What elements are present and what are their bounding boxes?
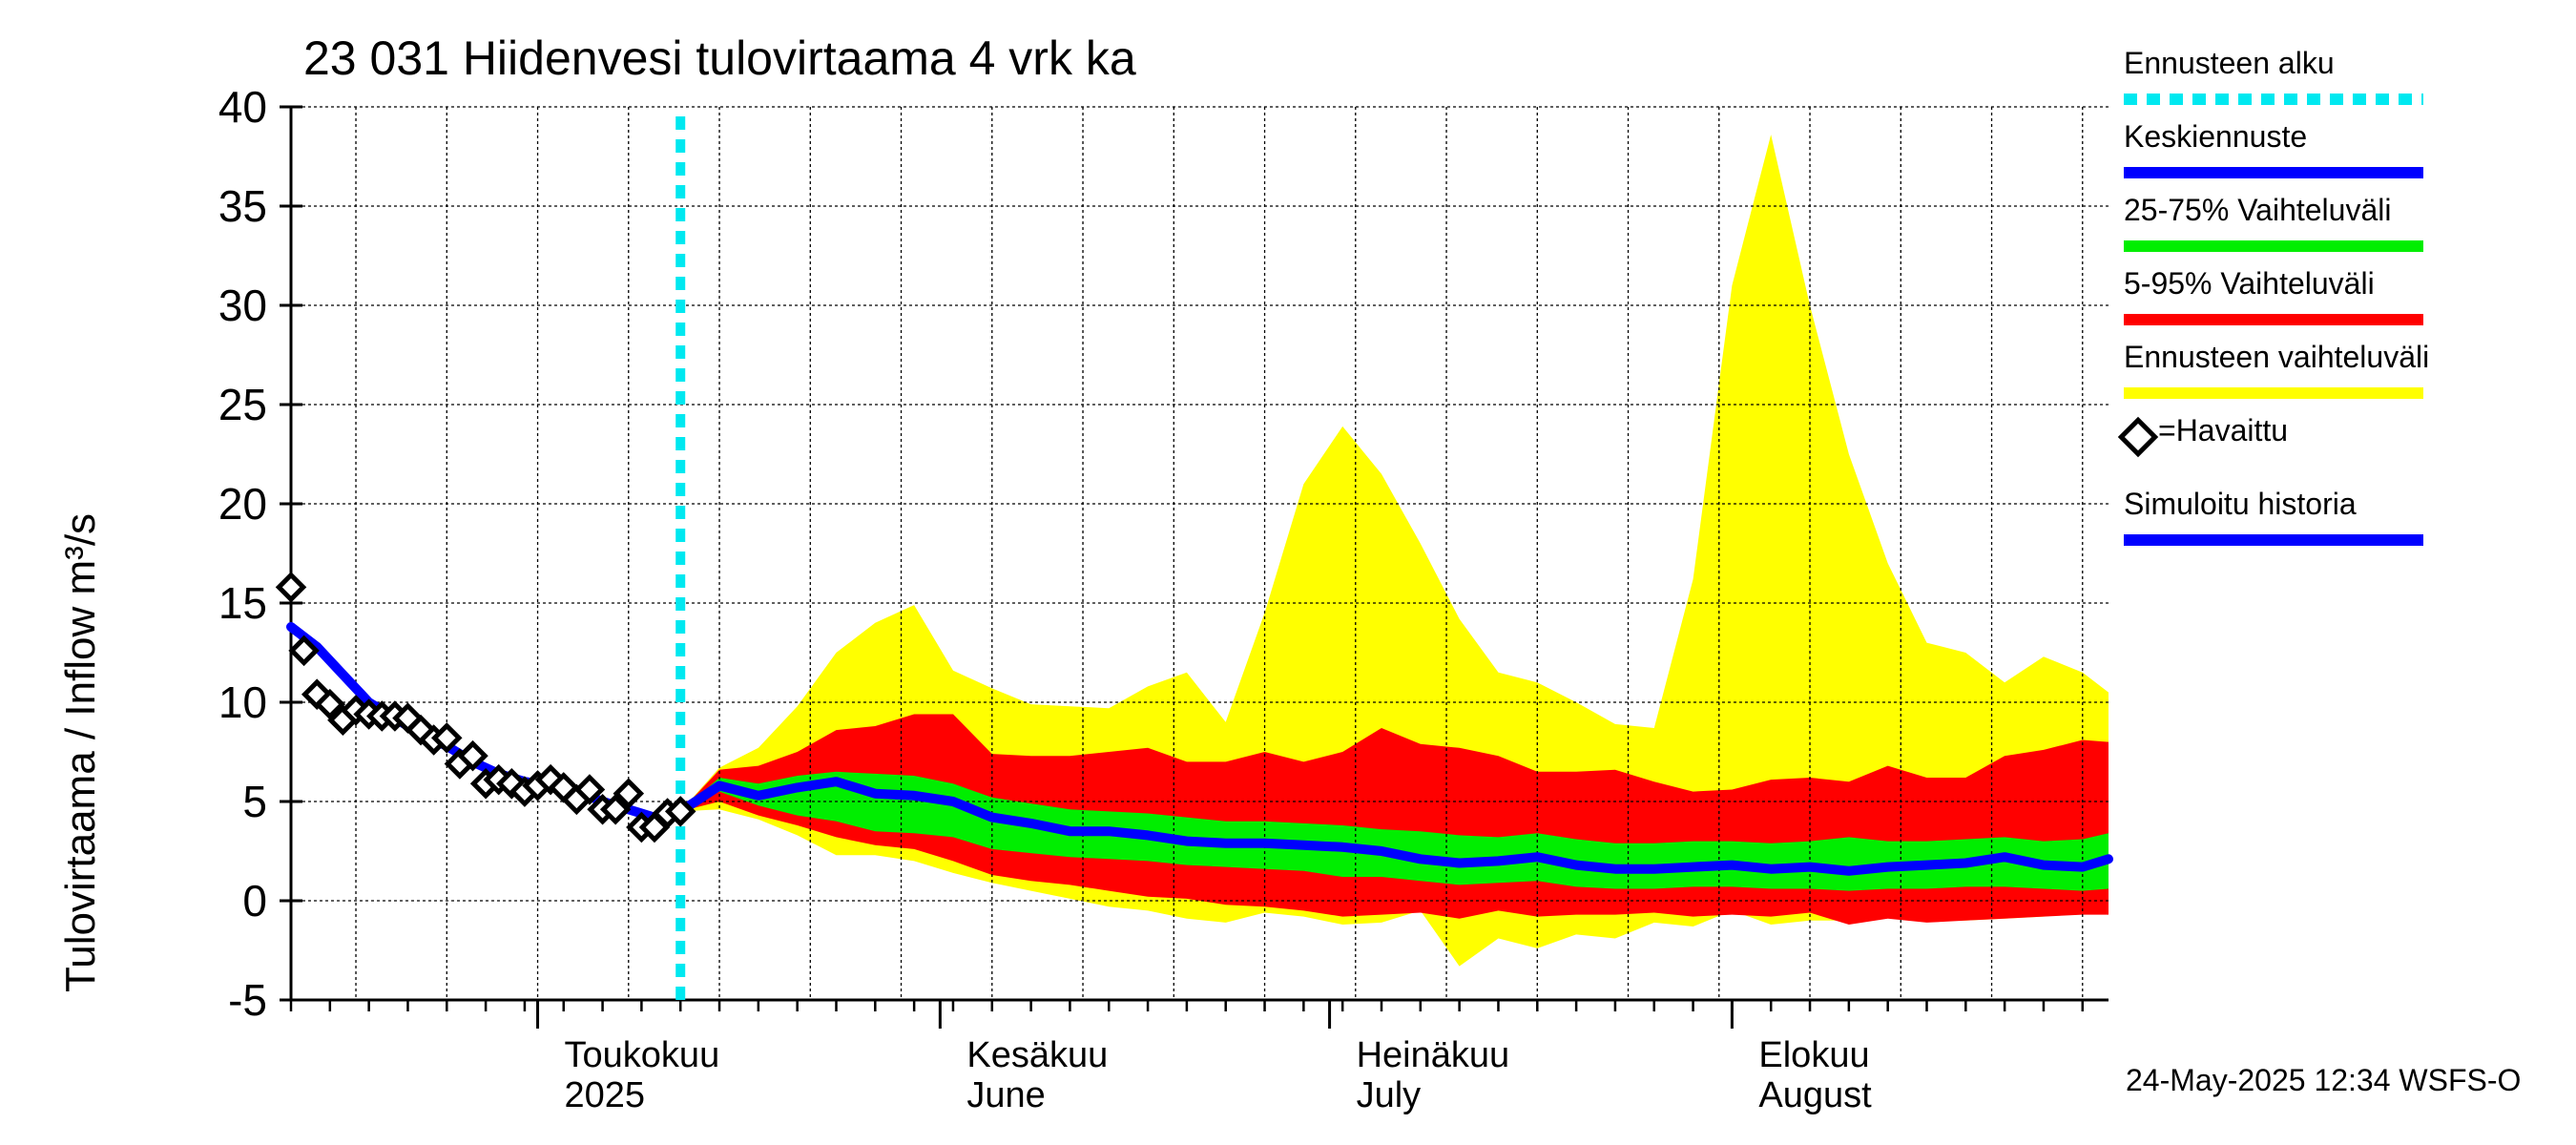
x-tick-label: Toukokuu <box>565 1035 720 1075</box>
x-tick-label: 2025 <box>565 1075 646 1115</box>
x-tick-label: August <box>1758 1075 1872 1115</box>
legend-item-range-5-95: 5-95% Vaihteluväli <box>2124 259 2544 332</box>
y-tick-label: 40 <box>218 82 267 132</box>
x-tick-label: Kesäkuu <box>966 1035 1108 1075</box>
legend-label-forecast-range: Ennusteen vaihteluväli <box>2124 340 2430 374</box>
legend-swatch-simulated <box>2124 534 2423 546</box>
y-tick-label: 30 <box>218 281 267 330</box>
y-axis-label: Tulovirtaama / Inflow m³/s <box>57 512 104 992</box>
observed-point <box>275 572 307 603</box>
observed-point <box>573 774 606 805</box>
legend-item-range-25-75: 25-75% Vaihteluväli <box>2124 185 2544 259</box>
legend-swatch-range-25-75 <box>2124 240 2423 252</box>
observed-point <box>288 635 320 667</box>
observed-point <box>613 778 645 809</box>
y-tick-label: 5 <box>242 777 267 826</box>
y-tick-label: 15 <box>218 578 267 628</box>
forecast-bands <box>680 135 2109 967</box>
y-tick-label: -5 <box>228 975 267 1025</box>
y-tick-label: 0 <box>242 876 267 926</box>
legend-label-range-25-75: 25-75% Vaihteluväli <box>2124 193 2392 227</box>
chart-title: 23 031 Hiidenvesi tulovirtaama 4 vrk ka <box>303 31 1136 85</box>
y-tick-label: 25 <box>218 380 267 429</box>
legend: Ennusteen alku Keskiennuste 25-75% Vaiht… <box>2117 38 2544 552</box>
legend-item-observed: =Havaittu <box>2117 406 2544 479</box>
observed-diamond-icon <box>2117 416 2159 458</box>
x-tick-label: June <box>966 1075 1045 1115</box>
legend-item-forecast-range: Ennusteen vaihteluväli <box>2124 332 2544 406</box>
chart-axes: -50510152025303540Toukokuu2025KesäkuuJun… <box>218 82 2109 1115</box>
timestamp: 24-May-2025 12:34 WSFS-O <box>2126 1063 2522 1097</box>
mean-forecast-line <box>675 777 2113 876</box>
observed-point <box>314 688 346 720</box>
observed-markers <box>275 572 696 843</box>
legend-item-forecast-start: Ennusteen alku <box>2124 38 2544 112</box>
y-tick-label: 20 <box>218 479 267 529</box>
legend-swatch-forecast-range <box>2124 387 2423 399</box>
observed-point <box>664 796 696 827</box>
legend-label-forecast-start: Ennusteen alku <box>2124 46 2335 80</box>
legend-label-mean: Keskiennuste <box>2124 119 2308 154</box>
legend-swatch-mean <box>2124 167 2423 178</box>
observed-point <box>457 739 488 772</box>
band-25-75 <box>680 771 2109 891</box>
chart-grid <box>291 106 2109 1001</box>
legend-item-simulated: Simuloitu historia <box>2124 479 2544 552</box>
legend-label-observed: =Havaittu <box>2158 413 2289 448</box>
y-tick-label: 35 <box>218 181 267 231</box>
legend-swatch-range-5-95 <box>2124 314 2423 325</box>
observed-point <box>599 794 632 825</box>
x-tick-label: Elokuu <box>1758 1035 1869 1075</box>
x-tick-label: July <box>1357 1075 1422 1115</box>
observed-point <box>430 722 463 754</box>
legend-swatch-forecast-start <box>2124 94 2423 105</box>
x-tick-label: Heinäkuu <box>1357 1035 1510 1075</box>
legend-label-range-5-95: 5-95% Vaihteluväli <box>2124 266 2375 301</box>
y-tick-label: 10 <box>218 677 267 727</box>
legend-label-simulated: Simuloitu historia <box>2124 487 2357 521</box>
legend-item-mean: Keskiennuste <box>2124 112 2544 185</box>
